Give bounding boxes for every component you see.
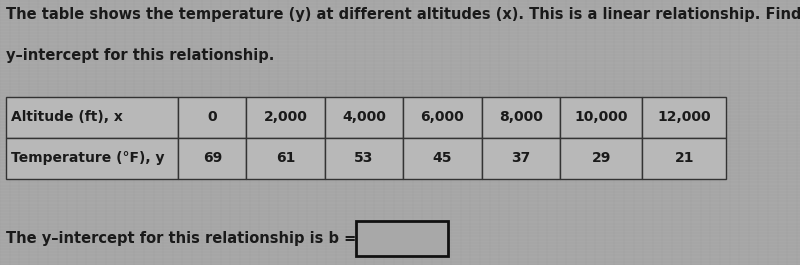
Text: Altitude (ft), x: Altitude (ft), x	[11, 110, 123, 124]
Text: 21: 21	[674, 151, 694, 165]
Text: 2,000: 2,000	[264, 110, 307, 124]
Text: 0: 0	[207, 110, 218, 124]
Text: 45: 45	[433, 151, 452, 165]
Text: 12,000: 12,000	[658, 110, 711, 124]
Text: 69: 69	[202, 151, 222, 165]
Text: The table shows the temperature (y) at different altitudes (x). This is a linear: The table shows the temperature (y) at d…	[6, 7, 800, 22]
Text: y–intercept for this relationship.: y–intercept for this relationship.	[6, 48, 274, 63]
Text: 29: 29	[591, 151, 611, 165]
Text: 61: 61	[276, 151, 295, 165]
Text: 10,000: 10,000	[574, 110, 628, 124]
Text: 8,000: 8,000	[499, 110, 542, 124]
Text: 4,000: 4,000	[342, 110, 386, 124]
Text: 37: 37	[511, 151, 530, 165]
Text: 6,000: 6,000	[421, 110, 464, 124]
Text: Temperature (°F), y: Temperature (°F), y	[11, 151, 165, 165]
Text: The y–intercept for this relationship is b =: The y–intercept for this relationship is…	[6, 231, 357, 246]
Text: 53: 53	[354, 151, 374, 165]
